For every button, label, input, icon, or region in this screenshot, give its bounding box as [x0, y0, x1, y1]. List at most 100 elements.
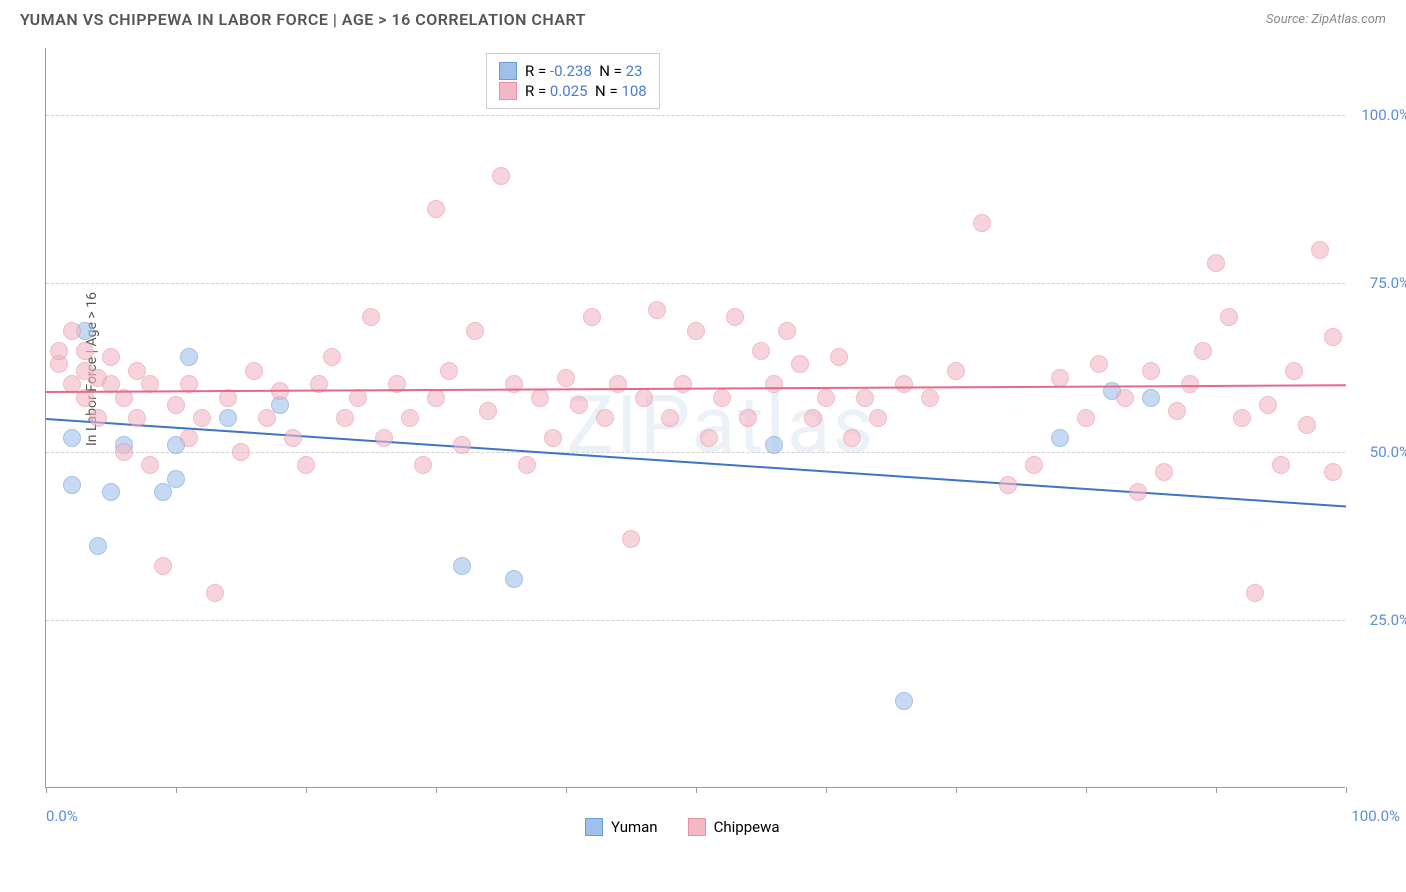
data-point	[804, 409, 822, 427]
data-point	[999, 476, 1017, 494]
data-point	[570, 396, 588, 414]
data-point	[1129, 483, 1147, 501]
data-point	[557, 369, 575, 387]
data-point	[596, 409, 614, 427]
data-point	[1233, 409, 1251, 427]
data-point	[1298, 416, 1316, 434]
legend-correlation: R = -0.238 N = 23 R = 0.025 N = 108	[486, 53, 660, 109]
y-tick-label: 75.0%	[1370, 274, 1406, 292]
data-point	[622, 530, 640, 548]
data-point	[128, 409, 146, 427]
gridline	[46, 620, 1345, 621]
data-point	[427, 200, 445, 218]
data-point	[1324, 328, 1342, 346]
data-point	[102, 483, 120, 501]
scatter-plot: ZIPatlas 25.0%50.0%75.0%100.0%0.0%100.0%…	[45, 48, 1345, 788]
data-point	[895, 692, 913, 710]
data-point	[505, 570, 523, 588]
legend-row: R = -0.238 N = 23	[499, 62, 647, 80]
data-point	[947, 362, 965, 380]
y-tick-label: 25.0%	[1370, 611, 1406, 629]
source-label: Source: ZipAtlas.com	[1266, 12, 1386, 27]
data-point	[1077, 409, 1095, 427]
data-point	[206, 584, 224, 602]
data-point	[1207, 254, 1225, 272]
legend-swatch	[499, 62, 517, 80]
data-point	[89, 537, 107, 555]
data-point	[440, 362, 458, 380]
data-point	[401, 409, 419, 427]
data-point	[531, 389, 549, 407]
data-point	[232, 443, 250, 461]
y-tick-label: 100.0%	[1361, 106, 1406, 124]
data-point	[1272, 456, 1290, 474]
data-point	[791, 355, 809, 373]
data-point	[505, 375, 523, 393]
data-point	[102, 348, 120, 366]
x-tick	[1346, 787, 1347, 793]
x-tick	[46, 787, 47, 793]
data-point	[76, 342, 94, 360]
data-point	[1155, 463, 1173, 481]
data-point	[661, 409, 679, 427]
data-point	[817, 389, 835, 407]
data-point	[726, 308, 744, 326]
data-point	[700, 429, 718, 447]
legend-item: Chippewa	[688, 818, 780, 836]
data-point	[921, 389, 939, 407]
data-point	[453, 436, 471, 454]
data-point	[193, 409, 211, 427]
data-point	[427, 389, 445, 407]
data-point	[687, 322, 705, 340]
legend-label: Chippewa	[714, 818, 780, 836]
data-point	[856, 389, 874, 407]
gridline	[46, 283, 1345, 284]
data-point	[674, 375, 692, 393]
data-point	[648, 301, 666, 319]
data-point	[1285, 362, 1303, 380]
data-point	[115, 443, 133, 461]
data-point	[1116, 389, 1134, 407]
data-point	[1025, 456, 1043, 474]
data-point	[765, 375, 783, 393]
data-point	[778, 322, 796, 340]
data-point	[492, 167, 510, 185]
legend-label: Yuman	[611, 818, 658, 836]
x-tick	[1086, 787, 1087, 793]
data-point	[349, 389, 367, 407]
data-point	[63, 476, 81, 494]
data-point	[843, 429, 861, 447]
data-point	[63, 322, 81, 340]
data-point	[258, 409, 276, 427]
data-point	[453, 557, 471, 575]
data-point	[167, 470, 185, 488]
data-point	[752, 342, 770, 360]
data-point	[167, 396, 185, 414]
x-tick	[696, 787, 697, 793]
data-point	[1051, 369, 1069, 387]
data-point	[180, 348, 198, 366]
data-point	[1259, 396, 1277, 414]
x-tick	[436, 787, 437, 793]
data-point	[245, 362, 263, 380]
x-label-right: 100.0%	[1351, 807, 1400, 825]
data-point	[479, 402, 497, 420]
legend-item: Yuman	[585, 818, 658, 836]
legend-bottom: Yuman Chippewa	[585, 818, 780, 836]
legend-row: R = 0.025 N = 108	[499, 82, 647, 100]
data-point	[89, 409, 107, 427]
data-point	[154, 557, 172, 575]
data-point	[518, 456, 536, 474]
data-point	[154, 483, 172, 501]
trend-line	[46, 418, 1346, 507]
data-point	[609, 375, 627, 393]
data-point	[284, 429, 302, 447]
data-point	[414, 456, 432, 474]
data-point	[583, 308, 601, 326]
x-tick	[1216, 787, 1217, 793]
data-point	[219, 409, 237, 427]
data-point	[544, 429, 562, 447]
data-point	[1220, 308, 1238, 326]
data-point	[1246, 584, 1264, 602]
data-point	[1324, 463, 1342, 481]
